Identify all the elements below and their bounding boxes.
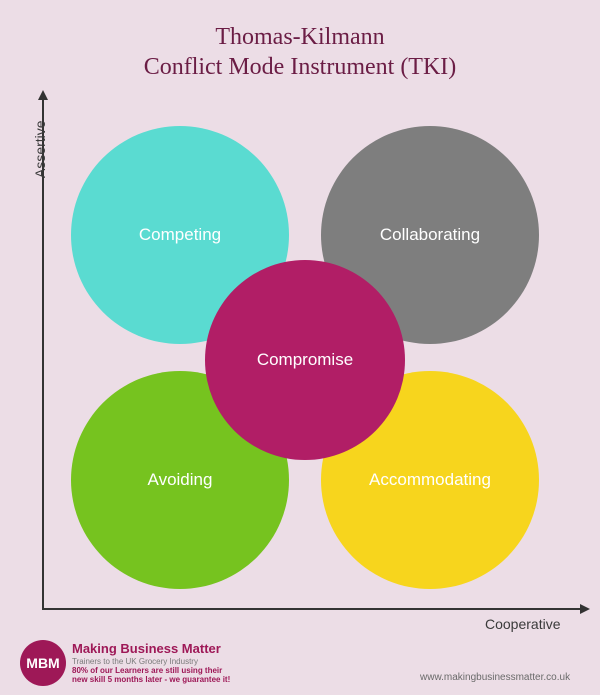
mbm-logo-text: MBM <box>26 655 59 671</box>
diagram-title: Thomas-Kilmann Conflict Mode Instrument … <box>0 22 600 82</box>
brand-claim-2: new skill 5 months later - we guarantee … <box>72 675 230 684</box>
circle-compromise: Compromise <box>205 260 405 460</box>
circle-label-compromise: Compromise <box>257 350 353 370</box>
y-axis-arrow <box>38 90 48 100</box>
brand-claim-1: 80% of our Learners are still using thei… <box>72 666 230 675</box>
site-url: www.makingbusinessmatter.co.uk <box>420 672 570 683</box>
tki-diagram: Thomas-Kilmann Conflict Mode Instrument … <box>0 0 600 695</box>
y-axis-label: Assertive <box>32 120 48 178</box>
x-axis-label: Cooperative <box>485 616 561 632</box>
title-line-1: Thomas-Kilmann <box>215 24 384 50</box>
circle-label-accommodating: Accommodating <box>369 470 491 490</box>
brand-name: Making Business Matter <box>72 642 230 657</box>
circle-label-competing: Competing <box>139 225 221 245</box>
circle-label-collaborating: Collaborating <box>380 225 480 245</box>
title-line-2: Conflict Mode Instrument (TKI) <box>144 54 457 80</box>
brand-subtitle: Trainers to the UK Grocery Industry <box>72 657 230 666</box>
x-axis-arrow <box>580 604 590 614</box>
brand-block: Making Business Matter Trainers to the U… <box>72 642 230 685</box>
mbm-logo: MBM <box>20 640 66 686</box>
x-axis <box>42 608 580 610</box>
circle-label-avoiding: Avoiding <box>148 470 213 490</box>
